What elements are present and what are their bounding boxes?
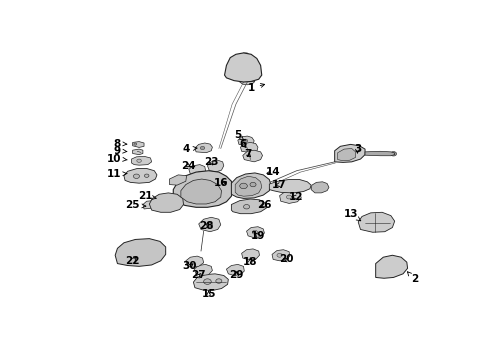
Polygon shape: [335, 144, 365, 162]
Polygon shape: [143, 201, 154, 209]
Polygon shape: [238, 136, 254, 146]
Polygon shape: [207, 160, 224, 172]
Circle shape: [133, 174, 140, 179]
Text: 15: 15: [201, 289, 216, 299]
Polygon shape: [311, 182, 329, 193]
Text: 6: 6: [239, 139, 246, 149]
Text: 29: 29: [229, 270, 244, 280]
Polygon shape: [194, 264, 212, 275]
Circle shape: [172, 199, 177, 204]
Text: 11: 11: [107, 169, 127, 179]
Text: 13: 13: [343, 209, 361, 221]
Circle shape: [244, 204, 249, 209]
Text: 7: 7: [245, 149, 252, 159]
Polygon shape: [246, 227, 265, 238]
Text: 23: 23: [204, 157, 219, 167]
Text: 24: 24: [181, 161, 196, 171]
Circle shape: [134, 143, 137, 145]
Polygon shape: [124, 168, 157, 183]
Text: 14: 14: [266, 167, 280, 177]
Circle shape: [346, 150, 350, 153]
Circle shape: [250, 183, 256, 187]
Text: 2: 2: [408, 272, 418, 284]
Polygon shape: [189, 165, 206, 176]
Circle shape: [386, 265, 392, 269]
Text: 17: 17: [272, 180, 287, 190]
Polygon shape: [242, 249, 260, 260]
Polygon shape: [338, 149, 356, 161]
Polygon shape: [131, 156, 151, 165]
Polygon shape: [115, 239, 166, 266]
Polygon shape: [231, 199, 267, 214]
Circle shape: [287, 195, 292, 199]
Text: 8: 8: [114, 139, 127, 149]
Text: 26: 26: [257, 201, 271, 210]
Polygon shape: [173, 171, 233, 207]
Polygon shape: [272, 250, 290, 261]
Polygon shape: [231, 173, 271, 198]
Polygon shape: [376, 255, 408, 278]
Text: 12: 12: [289, 192, 303, 202]
Circle shape: [340, 154, 344, 157]
Text: 18: 18: [243, 257, 258, 267]
Polygon shape: [194, 274, 228, 291]
Circle shape: [216, 279, 222, 283]
Polygon shape: [243, 150, 263, 162]
Text: 28: 28: [199, 221, 214, 231]
Polygon shape: [195, 143, 212, 153]
Polygon shape: [199, 217, 221, 232]
Circle shape: [121, 248, 129, 255]
Polygon shape: [241, 143, 258, 153]
Text: 25: 25: [125, 201, 146, 210]
Circle shape: [391, 152, 396, 156]
Polygon shape: [170, 175, 187, 185]
Circle shape: [204, 279, 211, 284]
Circle shape: [277, 253, 282, 257]
Polygon shape: [241, 53, 250, 58]
Text: 9: 9: [114, 146, 127, 156]
Polygon shape: [270, 180, 311, 193]
Text: 10: 10: [107, 153, 127, 163]
Polygon shape: [239, 81, 255, 85]
Text: 27: 27: [192, 270, 206, 280]
Polygon shape: [365, 151, 394, 156]
Text: 4: 4: [183, 144, 197, 154]
Circle shape: [145, 174, 149, 177]
Text: 1: 1: [247, 83, 265, 93]
Circle shape: [243, 139, 248, 143]
Polygon shape: [235, 176, 262, 196]
Circle shape: [252, 230, 258, 234]
Text: 5: 5: [234, 130, 244, 141]
Text: 30: 30: [182, 261, 197, 271]
Text: 3: 3: [354, 144, 361, 154]
Circle shape: [137, 159, 142, 162]
Text: 22: 22: [125, 256, 140, 266]
Text: 16: 16: [214, 178, 228, 188]
Polygon shape: [224, 53, 262, 82]
Polygon shape: [133, 149, 143, 155]
Circle shape: [240, 183, 247, 189]
Circle shape: [162, 200, 170, 205]
Text: 20: 20: [279, 255, 294, 264]
Polygon shape: [186, 256, 204, 267]
Circle shape: [206, 222, 212, 227]
Polygon shape: [226, 264, 245, 275]
Text: 21: 21: [138, 191, 156, 201]
Polygon shape: [133, 141, 144, 148]
Polygon shape: [149, 193, 184, 212]
Text: 19: 19: [251, 231, 265, 241]
Polygon shape: [181, 179, 221, 204]
Polygon shape: [280, 191, 301, 203]
Polygon shape: [358, 212, 394, 232]
Circle shape: [200, 146, 205, 150]
Circle shape: [151, 248, 160, 255]
